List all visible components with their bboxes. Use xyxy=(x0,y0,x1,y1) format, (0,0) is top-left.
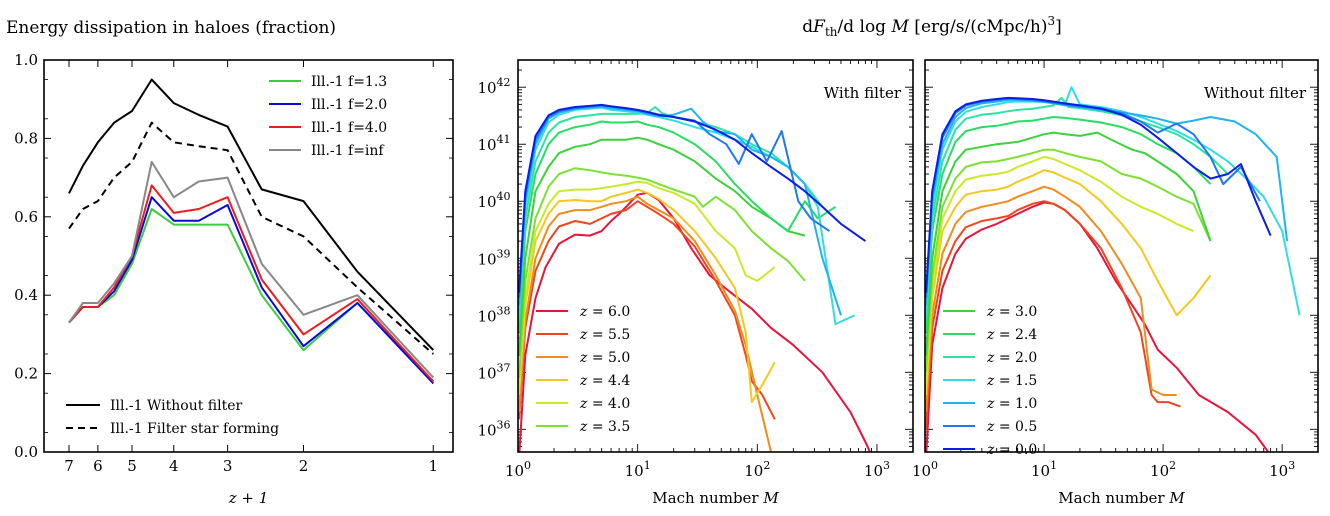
legend-label: z = 4.4 xyxy=(579,373,630,389)
series-line xyxy=(518,103,866,293)
x-tick-label: 103 xyxy=(1269,459,1295,480)
series-line xyxy=(68,121,434,355)
x-tick-label: 103 xyxy=(864,459,890,480)
plot-frame xyxy=(43,59,454,453)
x-tick-label: 102 xyxy=(1150,459,1176,480)
x-tick-label: 7 xyxy=(64,457,74,475)
series-line xyxy=(518,136,806,356)
x-axis-label: Mach number M xyxy=(652,489,779,507)
legend-label: Ill.-1 Filter star forming xyxy=(110,421,279,437)
series-line xyxy=(925,200,1181,430)
legend-label: z = 3.0 xyxy=(986,304,1037,320)
x-tick-label: 101 xyxy=(625,459,651,480)
x-tick-label: 100 xyxy=(912,459,938,480)
series-line xyxy=(925,185,1177,413)
panel-annotation: With filter xyxy=(824,84,902,102)
series-line xyxy=(925,116,1212,333)
panel-with-filter: 100 101 102 103 Mach number M 1036 1037 1038 103… xyxy=(477,59,914,507)
y-tick-label: 0.0 xyxy=(14,443,38,461)
legend-label: Ill.-1 f=inf xyxy=(311,143,385,159)
y-tick-label: 0.4 xyxy=(14,286,38,304)
series-line xyxy=(925,169,1212,396)
y-tick-label: 1039 xyxy=(477,247,510,268)
series-line xyxy=(925,148,1212,373)
x-tick-label: 2 xyxy=(299,457,309,475)
y-tick-label: 0.8 xyxy=(14,129,38,147)
series-line xyxy=(925,98,1289,306)
panel1-title: Energy dissipation in haloes (fraction) xyxy=(6,18,336,38)
y-tick-label: 1037 xyxy=(477,361,510,382)
x-axis-label: Mach number M xyxy=(1058,489,1185,507)
legend-label: z = 0.0 xyxy=(986,442,1037,458)
x-tick-label: 5 xyxy=(127,457,137,475)
y-tick-label: 1038 xyxy=(477,304,510,325)
x-axis-label: z + 1 xyxy=(228,489,269,507)
legend-label: Ill.-1 f=2.0 xyxy=(311,97,387,113)
x-tick-label: 101 xyxy=(1031,459,1057,480)
legend-label: z = 1.0 xyxy=(986,396,1037,412)
legend-label: Ill.-1 Without filter xyxy=(110,398,243,414)
panel-annotation: Without filter xyxy=(1204,84,1307,102)
series-line xyxy=(518,188,776,404)
panel2-title: dFth/d log M [erg/s/(cMpc/h)3] xyxy=(802,14,1062,39)
series-line xyxy=(925,201,1270,452)
series-line xyxy=(925,131,1212,356)
panel-energy-fraction: 0.0 0.2 0.4 0.6 0.8 1.0 7 6 5 4 3 2 1 z + 1 Ill.-1 f=1… xyxy=(14,51,454,507)
plot-frame xyxy=(517,59,914,453)
series-line xyxy=(518,106,842,316)
series-line xyxy=(518,104,830,299)
series-line xyxy=(68,184,435,383)
legend-label: Ill.-1 f=1.3 xyxy=(311,74,387,90)
series-group xyxy=(925,86,1301,452)
y-tick-label: 1036 xyxy=(477,418,510,439)
legend-label: z = 2.4 xyxy=(986,327,1037,343)
series-line xyxy=(518,200,776,420)
legend-label: z = 1.5 xyxy=(986,373,1037,389)
x-tick-label: 6 xyxy=(93,457,103,475)
legend-label: z = 5.0 xyxy=(579,350,630,366)
x-tick-label: 4 xyxy=(169,457,179,475)
legend-label: z = 4.0 xyxy=(579,396,630,412)
y-tick-label: 0.6 xyxy=(14,208,38,226)
series-group xyxy=(518,103,872,452)
x-tick-label: 102 xyxy=(744,459,770,480)
y-tick-label: 1.0 xyxy=(14,51,38,69)
x-tick-label: 100 xyxy=(505,459,531,480)
series-line xyxy=(925,86,1301,316)
series-line xyxy=(68,78,435,351)
x-tick-label: 1 xyxy=(429,457,439,475)
y-tick-label: 0.2 xyxy=(14,365,38,383)
series-line xyxy=(68,160,435,379)
legend-label: z = 2.0 xyxy=(986,350,1037,366)
series-line xyxy=(925,155,1194,385)
x-tick-label: 3 xyxy=(223,457,233,475)
series-line xyxy=(518,167,806,378)
series-line xyxy=(518,120,837,333)
legend-label: Ill.-1 f=4.0 xyxy=(311,120,387,136)
series-line xyxy=(518,180,776,390)
panel-without-filter: 100 101 102 103 Mach number M Without filter z… xyxy=(912,59,1319,507)
legend-label: z = 6.0 xyxy=(579,304,630,320)
y-tick-label: 1040 xyxy=(477,190,510,211)
legend-label: z = 0.5 xyxy=(986,419,1037,435)
y-tick-label: 1041 xyxy=(477,133,510,154)
legend-label: z = 5.5 xyxy=(579,327,630,343)
legend-label: z = 3.5 xyxy=(579,419,630,435)
series-line xyxy=(518,195,772,452)
plot-frame xyxy=(924,59,1319,453)
series-line xyxy=(68,196,435,385)
y-tick-label: 1042 xyxy=(477,76,510,97)
series-line xyxy=(925,96,1272,293)
